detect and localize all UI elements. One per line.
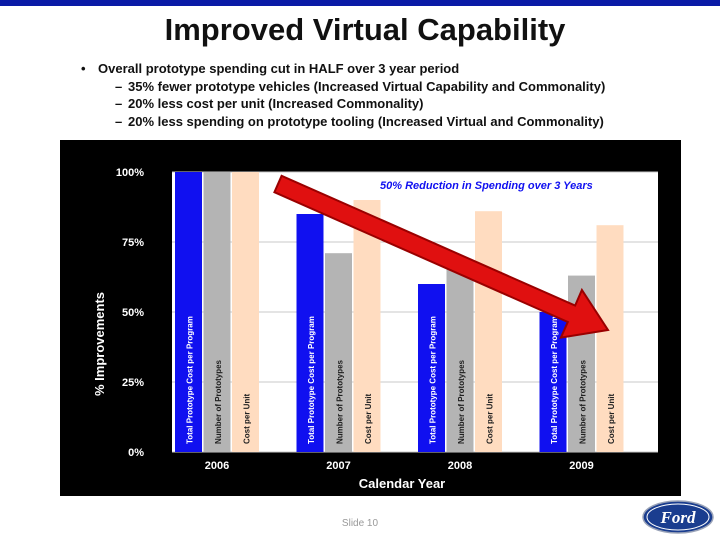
bar-label: Number of Prototypes: [336, 359, 345, 444]
logo-wordmark: Ford: [660, 508, 696, 527]
y-tick-label: 50%: [122, 307, 144, 319]
y-tick-label: 100%: [116, 167, 144, 179]
x-tick-label: 2007: [326, 460, 350, 472]
x-tick-label: 2006: [205, 460, 229, 472]
bar-label: Number of Prototypes: [214, 359, 223, 444]
chart-container: 0% 25% 50% 75% 100% Total Prototype Cost per …: [60, 140, 681, 496]
bar-label: Total Prototype Cost per Program: [307, 316, 316, 444]
bar-2006-2: [232, 172, 259, 452]
sub-bullet-item: –35% fewer prototype vehicles (Increased…: [78, 78, 708, 96]
bar-label: Total Prototype Cost per Program: [186, 316, 195, 444]
bullet-item: • Overall prototype spending cut in HALF …: [78, 60, 708, 78]
bar-2006-1: [203, 172, 231, 452]
sub-bullet-text: 35% fewer prototype vehicles (Increased …: [128, 78, 606, 94]
bar-2006-0: [175, 172, 202, 452]
bullet-marker: •: [81, 61, 86, 76]
slide-title: Improved Virtual Capability: [164, 12, 566, 47]
reduction-arrow: [273, 174, 610, 339]
bar-2008-1: [446, 267, 474, 452]
sub-bullet-text: 20% less cost per unit (Increased Common…: [128, 96, 424, 111]
bar-label: Cost per Unit: [243, 393, 252, 444]
x-axis-title: Calendar Year: [359, 476, 445, 491]
sub-bullet-marker: –: [115, 96, 123, 111]
bar-label: Cost per Unit: [364, 393, 373, 444]
bar-2008-0: [418, 284, 445, 452]
sub-bullet-marker: –: [115, 78, 123, 94]
ford-logo: Ford: [642, 500, 714, 534]
bar-label: Total Prototype Cost per Program: [550, 316, 559, 444]
bar-label: Number of Prototypes: [457, 359, 466, 444]
bar-label: Cost per Unit: [607, 393, 616, 444]
y-tick-label: 0%: [128, 447, 144, 459]
x-tick-label: 2009: [569, 460, 593, 472]
slide-number: Slide 10: [341, 518, 379, 529]
sub-bullet-marker: –: [115, 113, 123, 129]
bar-label: Number of Prototypes: [579, 359, 588, 444]
bullet-list: • Overall prototype spending cut in HALF …: [78, 60, 708, 130]
bar-label: Total Prototype Cost per Program: [429, 316, 438, 444]
bar-2009-2: [596, 225, 624, 452]
y-tick-label: 25%: [122, 377, 144, 389]
bar-2007-0: [296, 214, 324, 452]
sub-bullet-text: 20% less spending on prototype tooling (…: [128, 113, 604, 129]
top-accent-rule: [0, 0, 720, 6]
chart-annotation: 50% Reduction in Spending over 3 Years: [380, 180, 593, 192]
sub-bullet-item: –20% less spending on prototype tooling …: [78, 113, 708, 131]
bar-2007-2: [353, 200, 381, 452]
bar-chart: 0% 25% 50% 75% 100% Total Prototype Cost per …: [92, 167, 658, 491]
x-tick-label: 2008: [448, 460, 472, 472]
bar-2008-2: [475, 211, 502, 452]
y-axis-title: % Improvements: [92, 292, 107, 396]
bar-2007-1: [325, 253, 352, 452]
bar-label: Cost per Unit: [486, 393, 495, 444]
sub-bullet-item: –20% less cost per unit (Increased Commo…: [78, 95, 708, 113]
bullet-text: Overall prototype spending cut in HALF o…: [98, 61, 460, 76]
y-tick-label: 75%: [122, 237, 144, 249]
